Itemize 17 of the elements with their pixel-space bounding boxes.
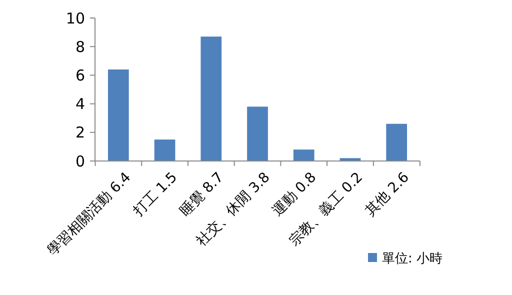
- y-tick-label: 2: [75, 124, 85, 142]
- legend-label: 單位: 小時: [382, 252, 443, 267]
- x-tick-label: 運動 0.8: [270, 169, 320, 220]
- bar: [154, 140, 176, 161]
- bar: [247, 106, 268, 161]
- y-tick-label: 6: [75, 66, 85, 84]
- y-tick-label: 0: [75, 152, 85, 170]
- bar: [386, 124, 408, 161]
- bar: [200, 36, 222, 161]
- y-tick-label: 10: [66, 9, 85, 28]
- y-tick-label: 8: [75, 38, 85, 56]
- x-tick-label: 學習相關活動 6.4: [44, 169, 134, 260]
- x-tick-label: 其他 2.6: [362, 169, 412, 220]
- bar: [293, 150, 314, 161]
- bar: [108, 69, 129, 161]
- y-tick-label: 4: [75, 95, 85, 114]
- x-tick-label: 睡覺 8.7: [176, 169, 227, 220]
